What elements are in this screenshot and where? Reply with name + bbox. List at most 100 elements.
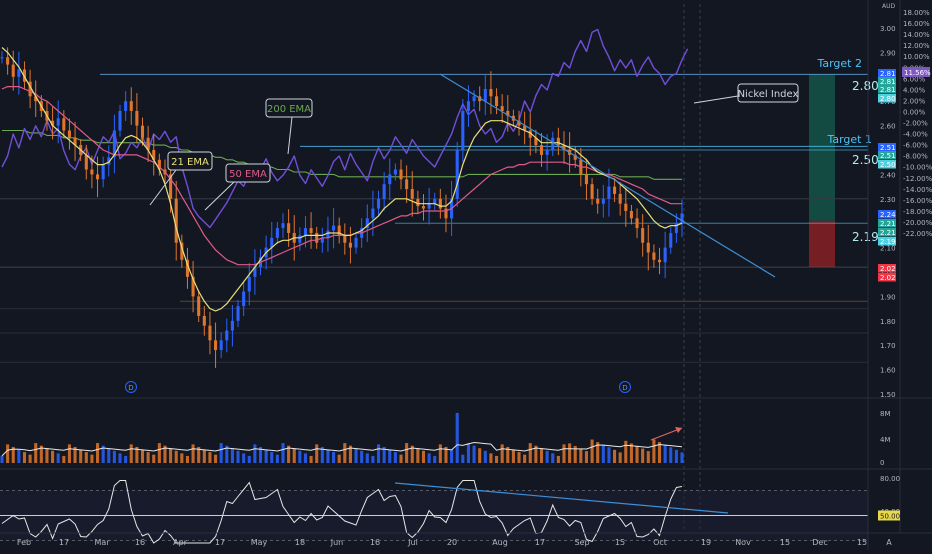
candle-body <box>208 325 212 341</box>
time-tick: 17 <box>535 538 545 547</box>
candle-body <box>596 198 600 204</box>
candle-body <box>298 235 302 243</box>
volume-bar <box>641 448 645 463</box>
volume-bar <box>34 443 38 463</box>
target1-label: Target 1 <box>826 133 872 146</box>
price-tick: 2.60 <box>880 123 896 131</box>
candle-body <box>461 110 465 150</box>
pct-tick: -16.00% <box>903 197 932 205</box>
rsi-trendline <box>394 482 729 514</box>
candle-body <box>680 213 684 224</box>
price-badge-text: 2.80 <box>880 95 896 103</box>
volume-bar <box>152 454 156 463</box>
volume-bar <box>315 444 319 463</box>
candle-body <box>455 150 459 199</box>
candle-body <box>427 203 431 209</box>
volume-bar <box>258 446 263 463</box>
candle-body <box>140 125 145 138</box>
candle-body <box>517 120 521 126</box>
price-badge-text: 2.21 <box>880 220 896 228</box>
candle-body <box>315 232 319 243</box>
pct-tick: -2.00% <box>903 120 928 128</box>
price-badge <box>878 69 896 78</box>
volume-bar <box>118 453 122 463</box>
candle-body <box>124 101 128 111</box>
volume-bar <box>360 450 364 463</box>
pct-tick: -10.00% <box>903 164 932 172</box>
time-tick: Aug <box>492 538 508 547</box>
rsi-line <box>1 480 683 544</box>
volume-bar <box>517 452 521 463</box>
volume-bar <box>596 442 600 463</box>
pct-tick: 6.00% <box>903 75 926 83</box>
candle-body <box>90 169 94 175</box>
time-tick: 17 <box>215 538 225 547</box>
target2-label: Target 2 <box>816 57 862 70</box>
volume-bar <box>275 454 279 463</box>
time-tick: 15 <box>857 538 867 547</box>
volume-bar <box>444 446 448 463</box>
volume-bar <box>399 454 403 463</box>
volume-bar <box>472 445 476 463</box>
volume-bar <box>202 449 206 463</box>
nickel-callout-label: Nickel Index <box>738 89 799 100</box>
pct-tick: 14.00% <box>903 31 930 39</box>
pct-tick: 2.00% <box>903 97 926 105</box>
candle-body <box>287 223 291 233</box>
volume-bar <box>332 452 336 463</box>
nickel-pct-badge <box>902 67 930 77</box>
candle-body <box>28 81 32 97</box>
volume-bar <box>287 445 291 463</box>
volume-bar <box>230 448 234 463</box>
candle-body <box>641 228 645 243</box>
volume-bar <box>124 455 128 463</box>
volume-bar <box>506 446 510 463</box>
volume-bar <box>483 450 487 463</box>
pct-tick: -20.00% <box>903 219 932 227</box>
time-tick: Apr <box>173 538 188 547</box>
volume-bar <box>410 445 414 463</box>
candle-body <box>247 276 251 292</box>
candle-body <box>169 174 173 199</box>
candle-body <box>253 267 257 277</box>
volume-bar <box>669 447 673 463</box>
volume-tick: 8M <box>880 410 891 418</box>
candle-body <box>230 320 234 331</box>
price-badge <box>878 228 896 237</box>
time-tick: Nov <box>735 538 751 547</box>
volume-bar <box>0 455 4 463</box>
candle-body <box>405 179 409 190</box>
candle-body <box>332 225 336 231</box>
price-badge-text: 2.51 <box>880 152 896 160</box>
candle-body <box>303 228 308 236</box>
pct-tick: -8.00% <box>903 153 928 161</box>
price-badge <box>878 237 896 246</box>
volume-bar <box>489 453 493 463</box>
dividend-marker <box>125 381 137 393</box>
candle-body <box>197 296 201 316</box>
volume-bar <box>101 445 105 463</box>
candle-body <box>489 89 493 97</box>
pct-tick: -4.00% <box>903 131 928 139</box>
price-tick: 1.90 <box>880 293 896 301</box>
volume-bar <box>180 453 184 463</box>
nickel-callout-pointer <box>693 95 739 104</box>
pct-tick: -18.00% <box>903 208 932 216</box>
candle-body <box>607 186 611 199</box>
nickel-index-line <box>1 28 689 229</box>
pct-tick: -22.00% <box>903 230 932 238</box>
volume-bar <box>247 455 251 463</box>
candle-body <box>433 198 437 204</box>
candle-body <box>528 130 532 138</box>
volume-bar <box>298 450 302 463</box>
price-badge-text: 2.81 <box>880 86 896 94</box>
volume-bar <box>539 448 544 463</box>
volume-bar <box>22 452 27 463</box>
volume-bar <box>421 450 426 463</box>
price-badge-text: 2.50 <box>880 161 896 169</box>
volume-bar <box>584 451 589 463</box>
volume-bar <box>51 450 55 463</box>
volume-bar <box>607 447 611 463</box>
candle-body <box>399 169 403 180</box>
candle-body <box>214 340 218 351</box>
